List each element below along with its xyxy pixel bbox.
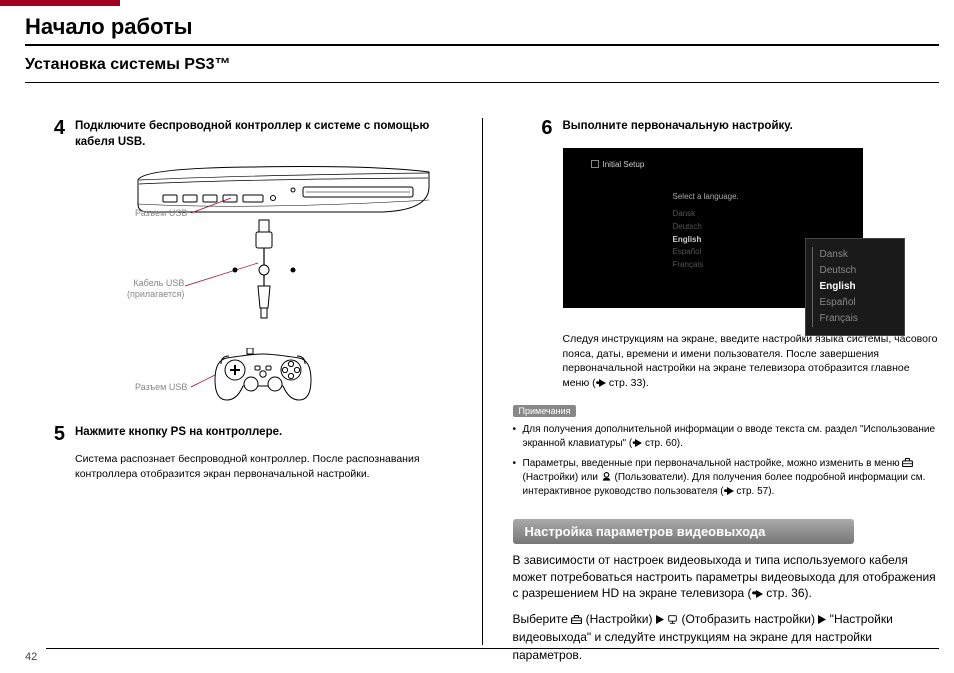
section-text: (Настройки) [582,612,656,626]
step-number: 4 [25,118,65,150]
section-text: (Отобразить настройки) [678,612,818,626]
step-heading: Нажмите кнопку PS на контроллере. [75,424,282,440]
step-heading: Выполните первоначальную настройку. [563,118,793,138]
toolbox-icon [902,458,913,467]
notes-badge: Примечания [513,405,577,417]
note-text: Параметры, введенные при первоначальной … [523,458,903,469]
usb-cable-illustration [225,218,305,333]
step-6-body: Следуя инструкциям на экране, введите на… [563,332,940,391]
page-title: Начало работы [25,14,193,40]
header-brand-bar [0,0,120,6]
diagram-usb-connection: Разъем USB Кабель USB (прилагается) Разъ… [75,158,452,418]
user-icon [601,472,612,481]
page-subtitle: Установка системы PS3™ [25,56,231,74]
note-text: (Настройки) или [523,472,601,483]
note-item: Параметры, введенные при первоначальной … [513,457,940,499]
rule-thin [25,82,939,83]
step-heading: Подключите беспроводной контроллер к сис… [75,118,452,150]
label-line1: Кабель USB [133,278,184,288]
content-columns: 4 Подключите беспроводной контроллер к с… [25,118,939,645]
arrow-icon [727,487,734,495]
step-5: 5 Нажмите кнопку PS на контроллере. [25,424,452,444]
step-number: 5 [25,424,65,444]
right-column: 6 Выполните первоначальную настройку. In… [513,118,940,645]
arrow-icon [599,379,606,387]
section-body-1: В зависимости от настроек видеовыхода и … [513,552,940,602]
note-ref: стр. 60). [642,438,683,449]
note-ref: стр. 57). [734,486,775,497]
step-6: 6 Выполните первоначальную настройку. [513,118,940,138]
arrow-icon [756,590,763,598]
section-heading-pill: Настройка параметров видеовыхода [513,519,854,544]
toolbox-icon [571,615,582,624]
step-4: 4 Подключите беспроводной контроллер к с… [25,118,452,150]
column-separator [482,118,483,645]
notes-bullets: Для получения дополнительной информации … [513,423,940,499]
screen-subtitle: Select a language. [673,192,739,201]
screen-language-list: DanskDeutschEnglishEspañolFrançais [673,208,704,272]
step-number: 6 [513,118,553,138]
label-line2: (прилагается) [127,289,184,299]
label-usb-port-top: Разъем USB [135,208,187,219]
rule-footer [46,648,939,649]
note-item: Для получения дополнительной информации … [513,423,940,451]
page-number: 42 [25,651,37,663]
label-usb-cable: Кабель USB (прилагается) [127,278,184,300]
section-ref: стр. 36). [763,586,812,600]
section-text: В зависимости от настроек видеовыхода и … [513,553,936,601]
controller-illustration [213,348,313,403]
note-text: Для получения дополнительной информации … [523,424,936,449]
left-column: 4 Подключите беспроводной контроллер к с… [25,118,452,645]
section-body-2: Выберите (Настройки) (Отобразить настрой… [513,610,940,664]
step-5-body: Система распознает беспроводной контролл… [75,452,452,481]
screen-title: Initial Setup [591,160,645,169]
screen-language-popup: DanskDeutschEnglishEspañolFrançais [805,238,905,336]
display-icon [667,615,678,624]
body-ref: стр. 33). [606,377,649,389]
arrow-icon [656,615,664,624]
screenshot-initial-setup: Initial Setup Select a language. DanskDe… [563,148,863,308]
rule-heavy [25,44,939,46]
section-text: Выберите [513,612,572,626]
label-usb-port-bottom: Разъем USB [135,382,187,393]
notes-block: Примечания Для получения дополнительной … [513,401,940,499]
